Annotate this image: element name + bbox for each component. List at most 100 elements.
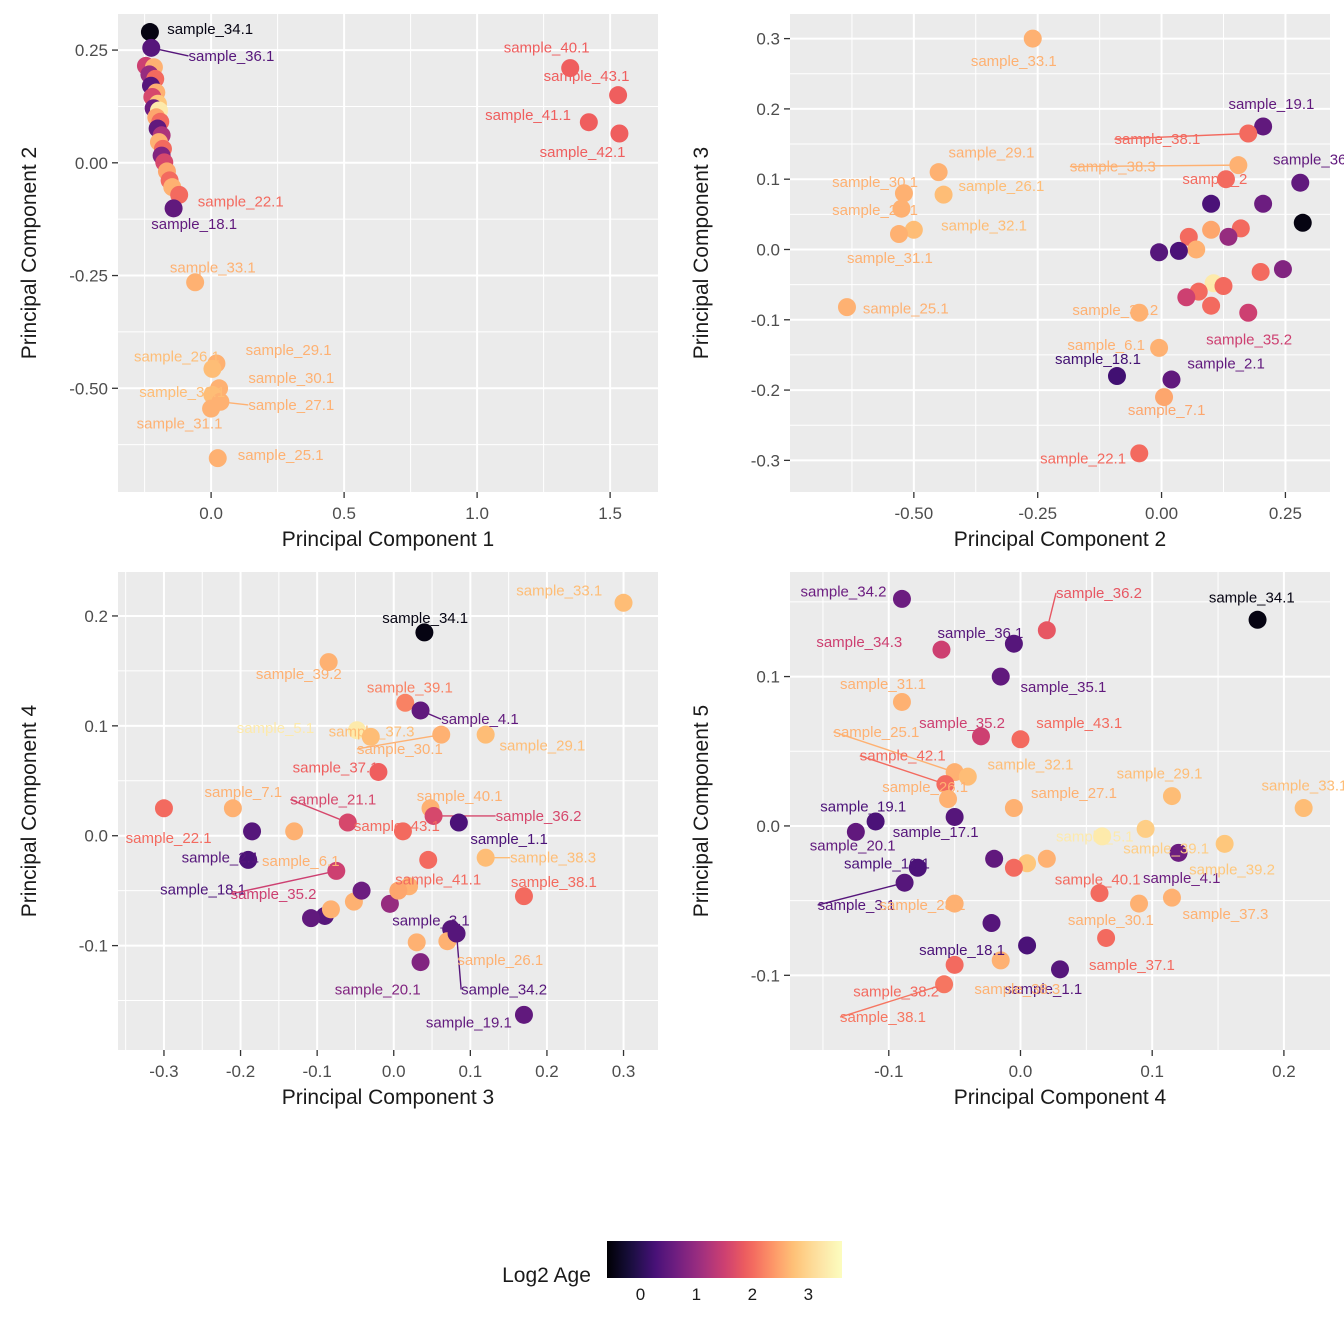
y-tick-label: 0.3 <box>756 30 780 49</box>
data-point <box>476 725 495 744</box>
point-label: sample_1.1 <box>470 831 548 848</box>
data-point <box>1229 156 1248 175</box>
point-label: sample_18.1 <box>1055 351 1141 368</box>
point-label: sample_42.1 <box>540 144 626 161</box>
data-point <box>424 806 443 825</box>
point-label: sample_40.1 <box>417 788 503 805</box>
data-point <box>1023 29 1042 48</box>
point-label: sample_5.1 <box>1056 828 1134 845</box>
data-point <box>223 799 242 818</box>
point-label: sample_18.1 <box>919 942 1005 959</box>
data-point <box>971 727 990 746</box>
point-label: sample_21.1 <box>290 791 376 808</box>
point-label: sample_43.1 <box>544 68 630 85</box>
point-label: sample_29.1 <box>246 342 332 359</box>
y-tick-label: -0.50 <box>69 379 108 398</box>
point-label: sample_3.1 <box>392 912 470 929</box>
x-tick-label: -0.25 <box>1018 504 1057 523</box>
point-label: sample_27.1 <box>248 397 334 414</box>
label-leader-line <box>455 933 462 990</box>
data-point <box>982 914 1001 933</box>
point-label: sample_33.1 <box>170 259 256 276</box>
point-label: sample_31.1 <box>847 250 933 267</box>
point-label: sample_39.2 <box>1072 302 1158 319</box>
data-point <box>985 849 1004 868</box>
data-point <box>1130 303 1149 322</box>
x-axis-title-pc3: Principal Component 3 <box>281 1086 495 1109</box>
data-point <box>142 38 161 57</box>
point-label: sample_38.1 <box>840 1009 926 1026</box>
point-label: sample_37.1 <box>1089 957 1175 974</box>
point-label: sample_22.1 <box>1040 450 1126 467</box>
y-tick-label: 0.2 <box>756 100 780 119</box>
point-label: sample_36.2 <box>496 808 582 825</box>
data-point <box>932 640 951 659</box>
data-point <box>432 725 451 744</box>
data-point <box>1162 787 1181 806</box>
data-point <box>347 721 366 740</box>
label-leader-line <box>1069 164 1239 168</box>
label-leader-line <box>839 983 945 1018</box>
data-point <box>945 807 964 826</box>
point-label: sample_35.2 <box>231 886 317 903</box>
data-point <box>866 812 885 831</box>
data-point <box>419 850 438 869</box>
point-label: sample_29.1 <box>499 738 585 755</box>
data-point <box>243 822 262 841</box>
data-point <box>1294 799 1313 818</box>
data-point <box>396 693 415 712</box>
pca-panel-pc3-pc4: -0.3 -0.2 -0.1 0.0 0.1 0.2 0.3 -0.1 0.0 0.1 0.2 sam… <box>0 558 672 1116</box>
scatter-plot-pc1-pc2: 0.0 0.5 1.0 1.5 -0.50 -0.25 0.00 0.25 sample_34.… <box>69 14 658 523</box>
data-point <box>929 163 948 182</box>
data-point <box>1130 894 1149 913</box>
data-point <box>1162 370 1181 389</box>
data-point <box>1004 634 1023 653</box>
point-label: sample_42.1 <box>860 748 946 765</box>
legend-title: Log2 Age <box>502 1264 591 1287</box>
point-label: sample_38.1 <box>1114 131 1200 148</box>
label-leader-line <box>817 882 905 906</box>
data-point <box>352 881 371 900</box>
point-label: sample_31.1 <box>840 676 926 693</box>
y-tick-label: -0.3 <box>751 451 780 470</box>
point-label: sample_33.1 <box>1262 778 1344 795</box>
x-tick-label: 0.5 <box>332 504 356 523</box>
data-point <box>164 199 183 218</box>
point-label: sample_19.1 <box>1228 96 1314 113</box>
data-point <box>1093 827 1112 846</box>
y-tick-label: 0.0 <box>756 817 780 836</box>
data-point <box>991 667 1010 686</box>
data-point <box>945 894 964 913</box>
x-tick-label: 1.5 <box>598 504 622 523</box>
data-point <box>935 975 954 994</box>
x-tick-label: 0.3 <box>612 1062 636 1081</box>
point-label: sample_35.2 <box>919 715 1005 732</box>
y-tick-label: 0.1 <box>756 668 780 687</box>
x-tick-label: -0.50 <box>894 504 933 523</box>
legend-tick-label: 1 <box>691 1285 702 1304</box>
y-tick-label: 0.0 <box>84 827 108 846</box>
point-label: sample_1.1 <box>1005 981 1083 998</box>
legend-tick-label: 0 <box>635 1285 646 1304</box>
data-point <box>302 909 321 928</box>
panel-background <box>790 14 1330 492</box>
data-point <box>1018 936 1037 955</box>
y-axis-title-pc4: Principal Component 4 <box>18 704 41 918</box>
pca-panel-pc1-pc2: 0.0 0.5 1.0 1.5 -0.50 -0.25 0.00 0.25 sample_34.… <box>0 0 672 558</box>
data-point <box>415 623 434 642</box>
data-point <box>369 762 388 781</box>
y-axis-title-pc3: Principal Component 3 <box>690 146 713 360</box>
data-point <box>449 813 468 832</box>
point-label: sample_6.1 <box>262 853 340 870</box>
data-point <box>614 593 633 612</box>
point-label: sample_26.1 <box>457 952 543 969</box>
point-label: sample_30.1 <box>357 741 443 758</box>
data-point <box>1051 960 1069 979</box>
legend-tick-label: 3 <box>803 1285 814 1304</box>
point-label: sample_32.1 <box>139 384 225 401</box>
point-label: sample_41.1 <box>395 872 481 889</box>
point-label: sample_30.1 <box>1068 912 1154 929</box>
panel-background <box>118 572 658 1050</box>
data-point <box>1251 262 1270 281</box>
